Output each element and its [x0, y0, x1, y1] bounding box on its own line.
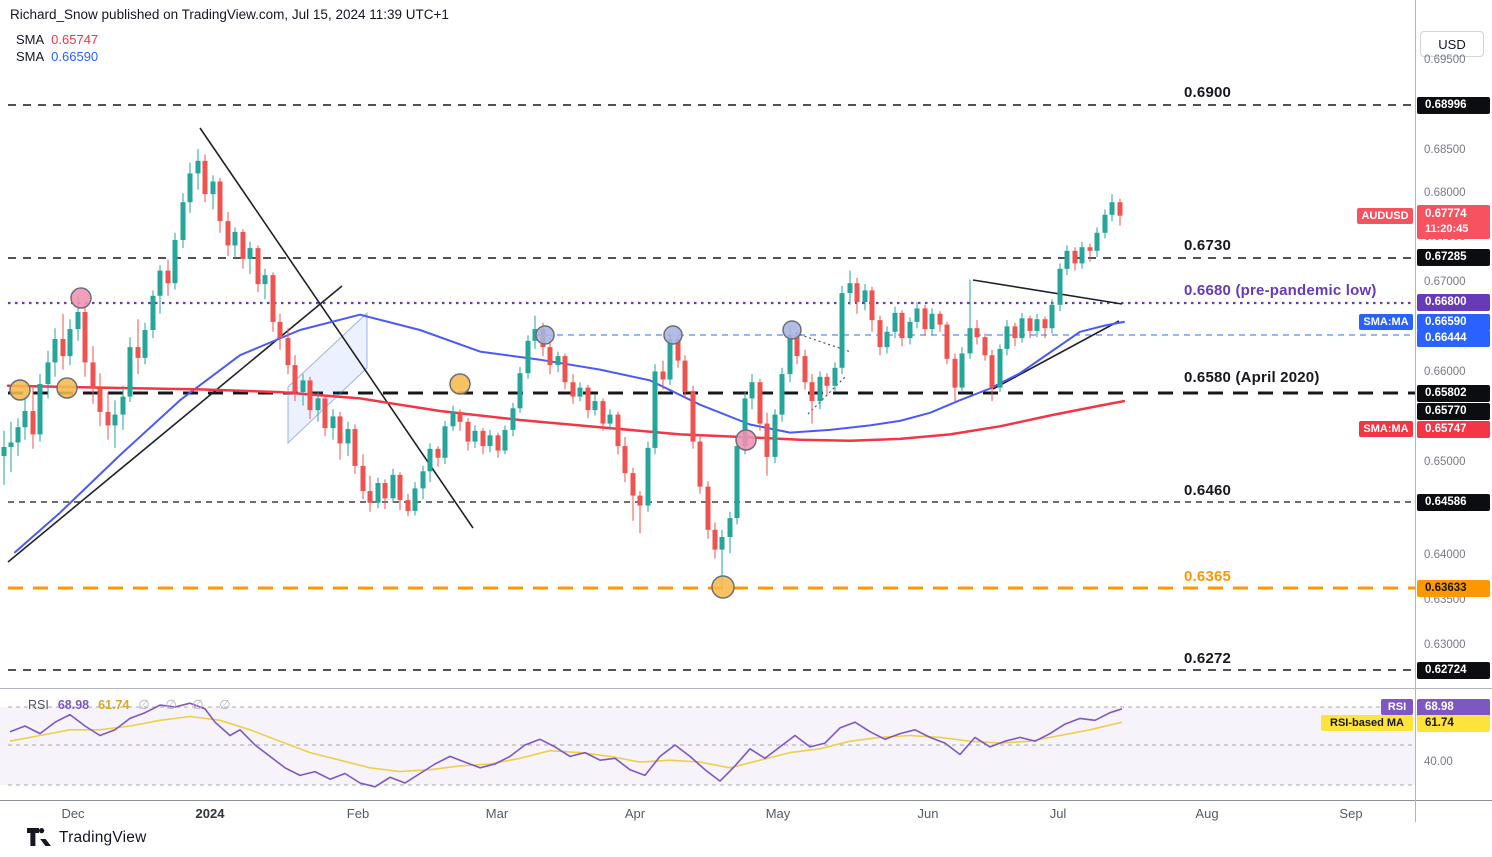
time-axis-label: 2024 [195, 806, 225, 821]
level-label: 0.6460 [1184, 482, 1232, 499]
tradingview-logo-icon [27, 828, 51, 846]
series-name-tag: RSI [1381, 699, 1413, 715]
candles [1, 149, 1123, 586]
rsi-title: RSI [28, 698, 49, 712]
rsi-ma-line [9, 715, 1123, 773]
price-tick: 0.63500 [1424, 594, 1466, 606]
price-tag: 0.63633 [1417, 579, 1490, 597]
price-tag: 0.66590 [1417, 313, 1490, 331]
time-axis-label: Aug [1195, 806, 1219, 821]
price-tag: 0.65747 [1417, 420, 1490, 438]
indicator-action-icons: ∅ ∅ ∅ ∅ [138, 697, 237, 712]
price-tag: 0.66444 [1417, 329, 1490, 347]
sma-slow-value: 0.66590 [51, 49, 99, 64]
price-tick: 40.00 [1424, 756, 1453, 768]
price-tag: 0.68996 [1417, 96, 1490, 114]
time-axis-label: Sep [1339, 806, 1363, 821]
price-tick: 0.68500 [1424, 144, 1466, 156]
level-label: 0.6680 (pre-pandemic low) [1184, 282, 1377, 299]
sma-fast-label: SMA [16, 32, 45, 47]
sma-fast-line [6, 384, 1126, 442]
time-axis-label: Jun [917, 806, 939, 821]
level-label: 0.6365 [1184, 568, 1232, 585]
time-axis-label: Jul [1049, 806, 1067, 821]
rsi-ma-value: 61.74 [98, 698, 130, 712]
price-tag: 0.67285 [1417, 248, 1490, 266]
level-label: 0.6272 [1184, 650, 1232, 667]
level-label: 0.6580 (April 2020) [1184, 369, 1320, 386]
sma-slow-line [14, 313, 1125, 554]
price-tag: 0.65770 [1417, 402, 1490, 420]
time-axis-label: Dec [61, 806, 85, 821]
sma-fast-legend[interactable]: SMA 0.65747 [16, 31, 98, 48]
price-tag: 0.64586 [1417, 493, 1490, 511]
price-tag: 0.66800 [1417, 293, 1490, 311]
price-tick: 0.63000 [1424, 639, 1466, 651]
footer-brand[interactable]: TradingView [27, 828, 147, 847]
flag-pattern [287, 311, 368, 445]
tradingview-wordmark: TradingView [59, 828, 147, 846]
price-tag: 0.65802 [1417, 384, 1490, 402]
rsi-line [9, 702, 1123, 788]
price-tag: 0.67774 11:20:45 [1417, 205, 1490, 239]
price-tick: 0.64000 [1424, 549, 1466, 561]
time-axis-label: May [765, 806, 791, 821]
price-tick: 0.69500 [1424, 54, 1466, 66]
price-tag: 0.62724 [1417, 661, 1490, 679]
series-name-tag: SMA:MA [1359, 421, 1413, 437]
publish-caption: Richard_Snow published on TradingView.co… [10, 7, 449, 22]
price-tick: 0.68000 [1424, 187, 1466, 199]
series-name-tag: SMA:MA [1359, 314, 1413, 330]
indicator-legend: SMA 0.65747 SMA 0.66590 [16, 31, 98, 65]
level-label: 0.6730 [1184, 237, 1232, 254]
series-name-tag: AUDUSD [1357, 208, 1413, 224]
price-tag: 61.74 [1417, 714, 1490, 732]
event-circles [9, 287, 802, 599]
price-tick: 0.65000 [1424, 456, 1466, 468]
time-axis-label: Apr [624, 806, 646, 821]
sma-slow-label: SMA [16, 49, 45, 64]
currency-button[interactable]: USD [1420, 31, 1484, 57]
time-axis-label: Mar [485, 806, 509, 821]
trendlines [7, 127, 1123, 563]
sma-slow-legend[interactable]: SMA 0.66590 [16, 48, 98, 65]
level-label: 0.6900 [1184, 84, 1232, 101]
rsi-legend[interactable]: RSI 68.98 61.74 ∅ ∅ ∅ ∅ [28, 697, 237, 713]
rsi-value: 68.98 [57, 698, 90, 712]
countdown-timer: 11:20:45 [1425, 223, 1469, 235]
price-tag: 68.98 [1417, 698, 1490, 716]
price-tick: 0.66000 [1424, 366, 1466, 378]
price-tick: 0.67000 [1424, 276, 1466, 288]
series-name-tag: RSI-based MA [1321, 715, 1413, 731]
time-axis-label: Feb [346, 806, 370, 821]
sma-fast-value: 0.65747 [51, 32, 99, 47]
